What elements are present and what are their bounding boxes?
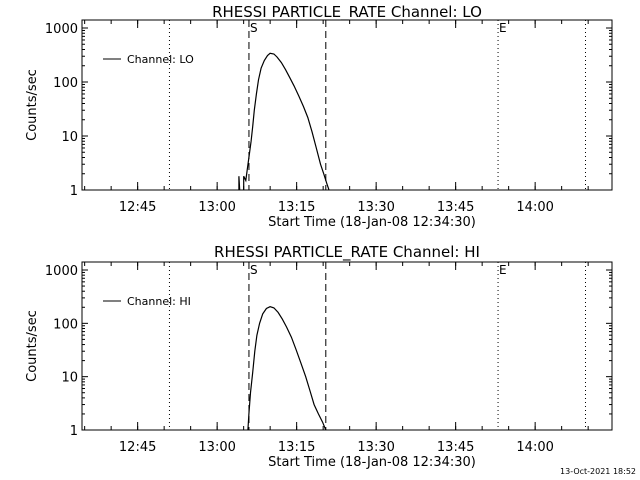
chart-1-marker-label-0: S — [250, 263, 258, 277]
chart-0-ytick-label-1: 10 — [61, 130, 78, 145]
chart-1-series-0-segment-0 — [247, 306, 327, 431]
chart-0-xtick-label-2: 13:15 — [278, 200, 315, 215]
chart-0-xlabel: Start Time (18-Jan-08 12:34:30) — [268, 215, 476, 230]
chart-1-legend-label: Channel: HI — [127, 295, 191, 308]
chart-1-ytick-label-2: 100 — [53, 317, 78, 332]
chart-1-plot-frame — [81, 261, 613, 431]
chart-1-xtick-label-5: 14:00 — [516, 440, 553, 455]
chart-1-xlabel: Start Time (18-Jan-08 12:34:30) — [268, 455, 476, 470]
chart-1-marker-label-3: E — [499, 263, 507, 277]
panel-lo: RHESSI PARTICLE_RATE Channel: LO 1 10 100 10… — [25, 3, 613, 230]
chart-0-xtick-label-1: 13:00 — [198, 200, 235, 215]
chart-1-xtick-label-0: 12:45 — [119, 440, 156, 455]
chart-1-ytick-label-0: 1 — [70, 424, 78, 439]
chart-1-ylabel: Counts/sec — [25, 310, 40, 382]
chart-1-xtick-label-1: 13:00 — [198, 440, 235, 455]
chart-0-ytick-label-0: 1 — [70, 184, 78, 199]
chart-0-ytick-label-2: 100 — [53, 76, 78, 91]
chart-0-series-0-segment-0 — [238, 176, 241, 191]
footer-timestamp: 13-Oct-2021 18:52 — [560, 467, 636, 476]
chart-0-ytick-label-3: 1000 — [45, 22, 78, 37]
chart-0-marker-label-0: S — [250, 21, 258, 35]
chart-1-ytick-label-3: 1000 — [45, 264, 78, 279]
chart-1-xtick-label-4: 13:45 — [437, 440, 474, 455]
chart-0-ylabel: Counts/sec — [25, 69, 40, 141]
chart-0-series-0-segment-1 — [243, 52, 330, 191]
chart-1-xtick-label-2: 13:15 — [278, 440, 315, 455]
chart-1-xtick-label-3: 13:30 — [357, 440, 394, 455]
chart-0-legend-label: Channel: LO — [127, 53, 194, 66]
chart-0-plot-frame — [81, 19, 613, 191]
chart-1-ytick-label-1: 10 — [61, 371, 78, 386]
chart-0-xtick-label-5: 14:00 — [516, 200, 553, 215]
panel-hi: RHESSI PARTICLE_RATE Channel: HI 1 10 100 10… — [25, 243, 613, 470]
chart-0-xtick-label-4: 13:45 — [437, 200, 474, 215]
chart-1-title: RHESSI PARTICLE_RATE Channel: HI — [214, 243, 480, 262]
chart-0-marker-label-3: E — [499, 21, 507, 35]
chart-0-title: RHESSI PARTICLE_RATE Channel: LO — [212, 3, 482, 22]
chart-0-xtick-label-0: 12:45 — [119, 200, 156, 215]
chart-0-xtick-label-3: 13:30 — [357, 200, 394, 215]
